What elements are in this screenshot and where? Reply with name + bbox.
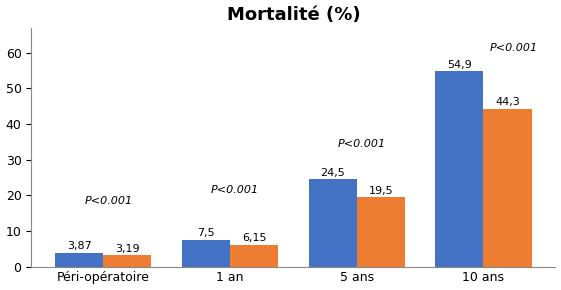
Bar — [182, 240, 230, 267]
Text: 44,3: 44,3 — [495, 97, 520, 107]
Text: P<0.001: P<0.001 — [338, 139, 386, 149]
Text: 7,5: 7,5 — [197, 229, 215, 238]
Bar — [357, 197, 405, 267]
Text: P<0.001: P<0.001 — [211, 185, 259, 195]
Text: 19,5: 19,5 — [369, 186, 393, 196]
Text: 54,9: 54,9 — [447, 59, 472, 70]
Bar — [484, 109, 532, 267]
Bar — [309, 179, 357, 267]
Text: 24,5: 24,5 — [320, 168, 345, 178]
Title: Mortalité (%): Mortalité (%) — [227, 6, 360, 23]
Bar — [103, 255, 151, 267]
Text: P<0.001: P<0.001 — [490, 43, 538, 53]
Bar — [230, 245, 278, 267]
Bar — [55, 253, 103, 267]
Text: 3,19: 3,19 — [115, 244, 140, 254]
Text: 6,15: 6,15 — [242, 233, 266, 243]
Bar — [435, 71, 484, 267]
Text: P<0.001: P<0.001 — [84, 196, 132, 206]
Text: 3,87: 3,87 — [67, 241, 91, 251]
